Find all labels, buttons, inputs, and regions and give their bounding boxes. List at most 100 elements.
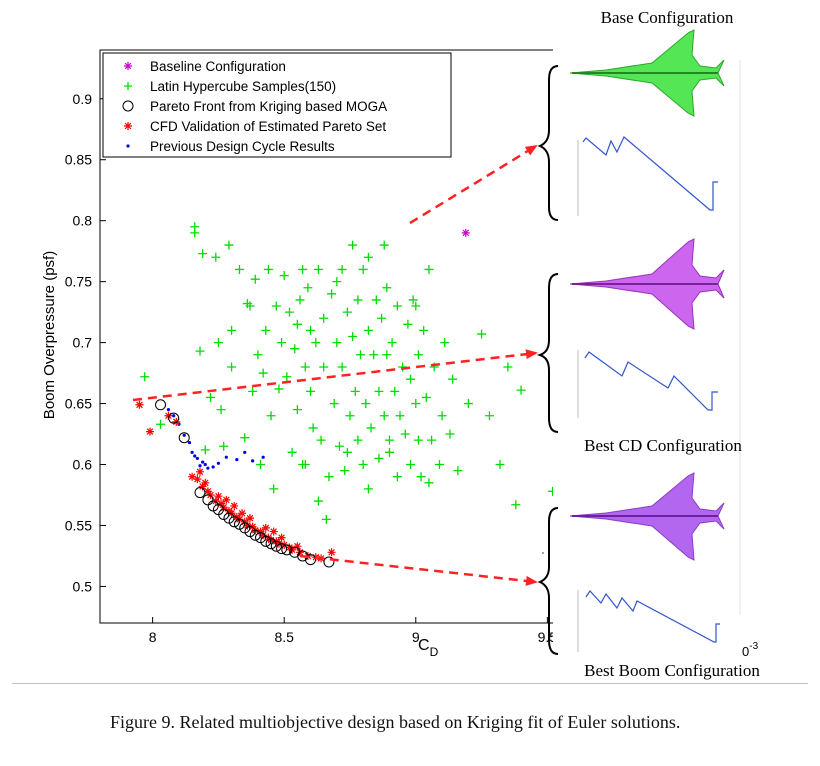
lhs-point	[198, 249, 208, 259]
pareto-point	[228, 516, 240, 528]
previous-point	[193, 454, 197, 458]
lhs-point	[319, 313, 329, 323]
lhs-point	[421, 392, 431, 402]
y-axis: 0.5 0.55 0.6 0.65 0.7 0.75 0.8 0.85 0.9	[65, 91, 106, 594]
y-tick-label: 0.6	[73, 457, 93, 473]
lhs-point	[395, 411, 405, 421]
lhs-point	[227, 325, 237, 335]
lhs-point	[387, 338, 397, 348]
lhs-point	[342, 447, 352, 457]
lhs-point	[411, 301, 421, 311]
lhs-point	[219, 441, 229, 451]
x-tick-label: 9	[412, 629, 420, 645]
lhs-point	[206, 392, 216, 402]
cfd-point	[269, 527, 278, 536]
lhs-point	[453, 466, 463, 476]
lhs-point	[282, 372, 292, 382]
lhs-point	[408, 295, 418, 305]
pareto-point	[265, 538, 277, 550]
cfd-point	[188, 472, 197, 481]
boom-signature-plot	[577, 590, 720, 652]
lhs-point	[274, 384, 284, 394]
y-tick-label: 0.9	[73, 91, 93, 107]
cd-signature-plot	[577, 350, 718, 418]
cfd-point	[248, 522, 257, 531]
lhs-point	[271, 301, 281, 311]
cfd-point	[206, 490, 215, 499]
lhs-point	[437, 411, 447, 421]
pareto-point	[305, 554, 317, 566]
y-tick-label: 0.7	[73, 335, 93, 351]
cfd-point	[274, 539, 283, 548]
lhs-point	[306, 386, 316, 396]
lhs-point	[434, 460, 444, 470]
legend-marker	[124, 122, 132, 130]
lhs-point	[306, 325, 316, 335]
lhs-point	[345, 411, 355, 421]
lhs-point	[211, 252, 221, 262]
lhs-point	[363, 484, 373, 494]
previous-point	[201, 460, 205, 464]
lhs-point	[269, 484, 279, 494]
lhs-point	[353, 435, 363, 445]
cfd-point	[193, 475, 202, 484]
x-tick-label: 8.5	[274, 629, 294, 645]
figure-caption: Figure 9. Related multiobjective design …	[110, 712, 681, 732]
lhs-point	[308, 423, 318, 433]
lhs-point	[356, 350, 366, 360]
cfd-point	[201, 478, 210, 487]
y-tick-label: 0.5	[73, 578, 93, 594]
exponent-label: 0-3	[742, 641, 759, 659]
lhs-point	[403, 319, 413, 329]
base-aircraft-icon	[569, 29, 725, 117]
lhs-point	[334, 441, 344, 451]
legend-label: CFD Validation of Estimated Pareto Set	[150, 119, 386, 134]
x-axis-label: CD	[418, 637, 439, 659]
legend-marker	[124, 82, 132, 90]
lhs-point	[253, 350, 263, 360]
arrow-baseline	[409, 144, 538, 225]
lhs-point	[350, 386, 360, 396]
cfd-point	[293, 542, 302, 551]
lhs-point	[419, 325, 429, 335]
arrow-best-boom	[299, 554, 538, 586]
cfd-point	[196, 467, 204, 476]
lhs-point	[337, 362, 347, 372]
x-tick-label: 8	[149, 629, 157, 645]
data-marks	[135, 222, 558, 568]
brace-boom	[537, 507, 559, 655]
lhs-point	[503, 362, 513, 372]
legend-marker	[122, 100, 134, 112]
cfd-point	[135, 400, 144, 409]
lhs-point	[337, 264, 347, 274]
lhs-point	[248, 386, 258, 396]
lhs-point	[261, 325, 271, 335]
previous-point	[203, 462, 207, 467]
previous-point	[190, 450, 194, 454]
y-tick-label: 0.55	[65, 517, 92, 533]
lhs-point	[369, 350, 379, 360]
lhs-point	[374, 453, 384, 463]
lhs-point	[348, 332, 358, 341]
lhs-point	[234, 264, 244, 274]
lhs-point	[390, 386, 400, 396]
lhs-point	[277, 338, 287, 348]
arrow-best-cd	[132, 349, 538, 402]
cfd-point	[219, 503, 228, 512]
lhs-point	[303, 283, 313, 293]
cfd-point	[222, 495, 231, 504]
previous-point	[187, 440, 192, 445]
cfd-point	[172, 417, 181, 426]
lhs-point	[340, 466, 350, 476]
legend-label: Baseline Configuration	[150, 59, 286, 74]
lhs-point	[195, 346, 205, 356]
lhs-point	[416, 472, 426, 482]
lhs-point	[484, 411, 494, 421]
lhs-point	[279, 271, 289, 281]
pareto-point	[276, 543, 288, 555]
lhs-point	[363, 252, 373, 262]
lhs-point	[332, 277, 342, 287]
y-tick-label: 0.65	[65, 396, 92, 412]
previous-point	[224, 455, 228, 459]
lhs-point	[140, 372, 150, 382]
